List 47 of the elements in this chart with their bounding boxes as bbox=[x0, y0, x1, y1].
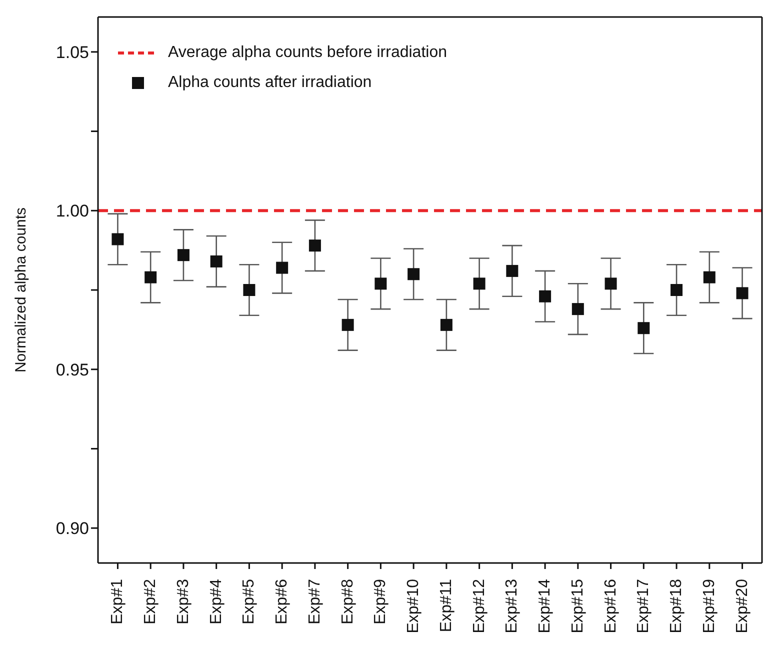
point bbox=[473, 278, 486, 290]
x-tick-label: Exp#4 bbox=[208, 578, 225, 624]
point bbox=[210, 255, 222, 268]
y-tick-label: 0.90 bbox=[56, 519, 89, 538]
x-tick-label: Exp#18 bbox=[668, 578, 686, 634]
point bbox=[638, 322, 650, 334]
x-tick-label: Exp#12 bbox=[470, 578, 488, 634]
x-tick-label: Exp#13 bbox=[504, 578, 521, 634]
point bbox=[440, 318, 452, 331]
x-tick-label: Exp#14 bbox=[536, 578, 554, 634]
x-tick-label: Exp#5 bbox=[240, 578, 258, 624]
x-tick-label: Exp#7 bbox=[306, 578, 324, 624]
point bbox=[144, 271, 157, 284]
point bbox=[374, 278, 387, 290]
x-tick-label: Exp#16 bbox=[602, 578, 620, 634]
point bbox=[572, 303, 584, 316]
point bbox=[308, 240, 321, 252]
point bbox=[604, 278, 617, 290]
point bbox=[670, 284, 683, 296]
x-tick-label: Exp#19 bbox=[700, 578, 718, 634]
y-tick-label: 0.95 bbox=[56, 360, 89, 380]
point bbox=[408, 268, 420, 280]
point bbox=[276, 262, 288, 274]
point bbox=[342, 318, 354, 331]
x-tick-label: Exp#20 bbox=[734, 578, 751, 634]
x-tick-label: Exp#3 bbox=[174, 578, 192, 624]
point bbox=[703, 271, 716, 284]
x-tick-label: Exp#9 bbox=[372, 578, 390, 624]
x-tick-label: Exp#8 bbox=[339, 578, 356, 624]
x-tick-label: Exp#2 bbox=[142, 578, 160, 624]
y-tick-label: 1.05 bbox=[56, 42, 89, 62]
y-axis-title: Normalized alpha counts bbox=[12, 207, 30, 373]
point bbox=[243, 284, 256, 296]
x-tick-label: Exp#1 bbox=[109, 578, 126, 624]
point bbox=[506, 264, 518, 277]
legend-label: Alpha counts after irradiation bbox=[168, 74, 372, 92]
point bbox=[112, 233, 124, 246]
point bbox=[177, 249, 190, 262]
x-tick-label: Exp#15 bbox=[569, 578, 586, 634]
legend-label: Average alpha counts before irradiation bbox=[168, 44, 447, 62]
point bbox=[539, 290, 552, 302]
x-tick-label: Exp#11 bbox=[438, 578, 455, 632]
x-tick-label: Exp#6 bbox=[274, 578, 291, 624]
y-tick-label: 1.00 bbox=[56, 202, 89, 221]
x-tick-label: Exp#10 bbox=[405, 578, 422, 634]
x-tick-label: Exp#17 bbox=[635, 578, 652, 634]
point bbox=[736, 287, 748, 300]
